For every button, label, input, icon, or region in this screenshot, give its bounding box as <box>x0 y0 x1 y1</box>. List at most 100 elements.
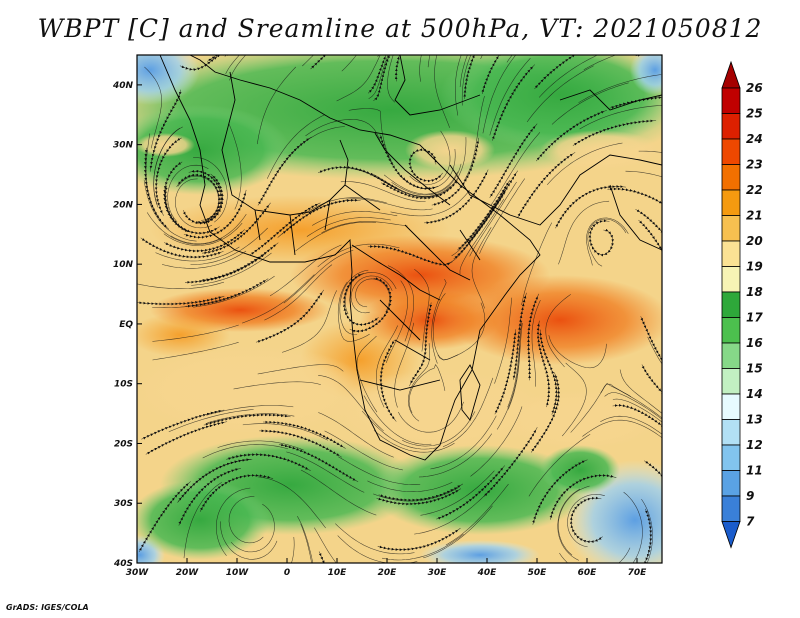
streamline <box>490 132 541 206</box>
streamline <box>312 211 398 226</box>
lat-tick-label: 40N <box>112 81 134 91</box>
colorbar-label: 21 <box>746 209 763 223</box>
colorbar-label: 20 <box>746 234 763 248</box>
streamline <box>185 278 269 308</box>
streamline <box>461 55 472 106</box>
streamline <box>469 181 517 257</box>
streamline <box>463 55 496 99</box>
colorbar-swatch <box>721 240 741 267</box>
streamline <box>530 372 561 453</box>
colorbar-label: 7 <box>746 515 755 529</box>
streamline <box>363 395 432 445</box>
streamline <box>398 401 464 433</box>
lon-tick-label: 20W <box>176 568 200 578</box>
streamline <box>138 481 191 553</box>
colorbar-label: 16 <box>746 336 763 350</box>
streamline <box>220 521 278 560</box>
colorbar-swatch <box>721 444 741 471</box>
colorbar-label: 15 <box>746 362 763 376</box>
streamline <box>612 403 662 446</box>
streamline <box>152 342 239 361</box>
streamline <box>145 421 228 455</box>
streamline <box>376 325 398 408</box>
streamline <box>459 198 505 275</box>
colorbar-label: 12 <box>746 438 763 452</box>
colorbar-swatch <box>721 113 741 140</box>
streamline <box>532 459 588 525</box>
streamline <box>507 320 523 408</box>
lon-tick-label: 10W <box>226 568 250 578</box>
streamline <box>557 488 581 561</box>
streamline <box>228 496 264 544</box>
streamline <box>255 289 325 343</box>
streamline <box>640 316 662 390</box>
streamline <box>437 302 486 361</box>
streamline <box>357 168 439 198</box>
streamline <box>600 382 662 419</box>
streamline <box>494 329 517 415</box>
streamline <box>193 157 228 223</box>
colorbar-swatch <box>721 342 741 369</box>
streamline <box>517 152 576 218</box>
lon-tick-label: 70E <box>628 568 648 578</box>
streamline <box>418 433 493 478</box>
streamline <box>373 430 455 453</box>
streamline <box>336 55 381 102</box>
streamline <box>480 55 483 60</box>
streamline <box>506 55 513 63</box>
streamline <box>408 364 446 414</box>
streamline <box>368 55 389 100</box>
streamline <box>361 410 437 450</box>
colorbar-swatch <box>721 419 741 446</box>
streamline <box>534 55 604 90</box>
streamline <box>385 280 408 363</box>
streamline <box>377 55 379 58</box>
streamline <box>349 277 392 333</box>
streamline <box>256 66 296 145</box>
streamline <box>643 460 662 531</box>
streamline <box>470 406 523 477</box>
lon-tick-label: 40E <box>477 568 498 578</box>
colorbar-swatch <box>721 138 741 165</box>
streamline <box>432 293 459 360</box>
colorbar-label: 25 <box>746 107 763 121</box>
lon-tick-label: 30E <box>428 568 448 578</box>
streamline <box>442 377 494 447</box>
streamline <box>459 55 468 88</box>
temperature-field <box>137 55 662 563</box>
lat-tick-label: 10N <box>113 260 134 270</box>
streamline <box>305 119 381 141</box>
streamline <box>230 503 275 553</box>
lat-tick-label: 10S <box>114 380 133 390</box>
streamline <box>199 474 274 512</box>
colorbar-swatch <box>721 87 741 114</box>
streamline <box>257 136 312 206</box>
colorbar-label: 13 <box>746 413 763 427</box>
streamline <box>302 197 387 216</box>
colorbar-swatch <box>721 470 741 497</box>
streamline <box>627 508 653 563</box>
colorbar-swatch <box>721 189 741 216</box>
streamline <box>538 55 599 98</box>
colorbar-swatch <box>721 215 741 242</box>
streamline <box>419 55 422 82</box>
streamline <box>143 147 170 230</box>
streamline <box>558 485 590 556</box>
streamline <box>281 198 361 235</box>
streamline <box>340 181 426 202</box>
streamline <box>223 55 225 56</box>
streamline <box>536 320 551 408</box>
colorbar-swatch <box>721 164 741 191</box>
streamline <box>295 221 377 252</box>
colorbar-label: 9 <box>746 489 754 503</box>
lon-tick-label: 20E <box>378 568 398 578</box>
streamline <box>207 55 277 62</box>
streamline <box>345 198 433 211</box>
streamline <box>521 222 553 306</box>
colorbar-bottom-triangle <box>721 521 741 549</box>
streamline <box>257 364 344 375</box>
streamline <box>638 150 662 153</box>
streamline <box>387 55 396 103</box>
